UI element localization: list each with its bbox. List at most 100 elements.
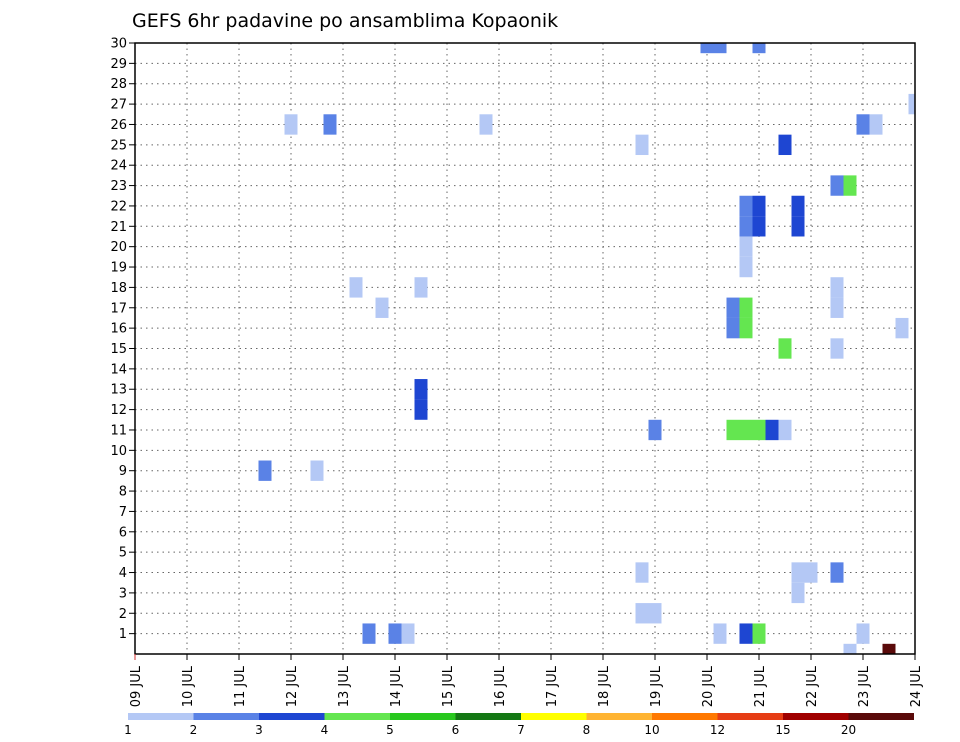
x-tick-label: 09 JUL <box>129 665 144 707</box>
y-tick-label: 24 <box>110 159 127 174</box>
y-tick-label: 14 <box>110 362 127 377</box>
x-tick-label: 11 JUL <box>233 665 248 707</box>
precip-cell <box>713 43 727 54</box>
precip-cell <box>843 643 857 654</box>
precip-cell <box>414 399 428 420</box>
legend-swatch <box>193 713 259 720</box>
y-tick-label: 20 <box>110 240 127 255</box>
grid-layer <box>135 43 915 654</box>
legend-label: 12 <box>710 723 725 737</box>
legend-swatch <box>521 713 587 720</box>
legend-label: 5 <box>386 723 394 737</box>
precip-cell <box>739 195 753 217</box>
precip-cell <box>258 460 272 481</box>
precip-cell <box>388 623 402 644</box>
precip-cell <box>323 114 337 135</box>
legend-swatch <box>586 713 652 720</box>
legend-label: 4 <box>321 723 329 737</box>
precip-cell <box>739 623 753 644</box>
x-tick-label: 18 JUL <box>597 665 612 707</box>
legend-swatch <box>390 713 456 720</box>
legend-swatch <box>848 713 914 720</box>
precip-cell <box>349 277 363 298</box>
precip-cell <box>479 114 493 135</box>
x-tick-label: 22 JUL <box>805 665 820 707</box>
precip-cell <box>648 603 662 624</box>
y-tick-label: 29 <box>110 57 127 72</box>
x-tick-label: 15 JUL <box>441 665 456 707</box>
legend-label: 10 <box>644 723 659 737</box>
precip-cell <box>726 419 740 441</box>
precip-cell <box>739 216 753 237</box>
y-tick-label: 12 <box>110 403 127 418</box>
precip-cell <box>856 623 870 644</box>
precip-cell <box>908 93 915 115</box>
legend-label: 7 <box>517 723 525 737</box>
x-tick-label: 21 JUL <box>753 665 768 707</box>
precip-cell <box>726 297 740 318</box>
y-tick-label: 9 <box>119 464 127 479</box>
legend-swatch <box>128 713 194 720</box>
precip-cell <box>700 43 714 54</box>
y-tick-label: 11 <box>110 423 127 438</box>
precip-cell <box>791 582 805 604</box>
precip-cell <box>752 419 766 441</box>
x-tick-label: 10 JUL <box>181 665 196 707</box>
x-tick-label: 19 JUL <box>649 665 664 707</box>
precip-cell <box>739 256 753 278</box>
y-tick-label: 25 <box>110 138 127 153</box>
precip-cell <box>401 623 415 644</box>
precip-cell <box>375 297 389 318</box>
y-tick-label: 19 <box>110 261 127 276</box>
y-tick-label: 23 <box>110 179 127 194</box>
precip-cell <box>635 134 649 156</box>
legend-label: 6 <box>452 723 460 737</box>
legend-label: 20 <box>841 723 856 737</box>
y-tick-label: 30 <box>110 37 127 52</box>
y-tick-label: 27 <box>110 98 127 113</box>
precip-cell <box>739 317 753 339</box>
precip-cell <box>739 236 753 257</box>
y-tick-label: 3 <box>119 586 127 601</box>
cells-layer <box>258 43 915 654</box>
precip-cell <box>414 277 428 298</box>
precip-cell <box>635 562 649 583</box>
x-tick-label: 12 JUL <box>285 665 300 707</box>
precip-cell <box>752 623 766 644</box>
legend-swatch <box>259 713 325 720</box>
precip-cell <box>752 43 766 54</box>
y-tick-label: 15 <box>110 342 127 357</box>
y-tick-label: 1 <box>119 627 127 642</box>
y-tick-label: 26 <box>110 118 127 133</box>
precip-cell <box>830 338 844 359</box>
precip-cell <box>648 419 662 441</box>
y-tick-label: 10 <box>110 444 127 459</box>
precip-cell <box>778 419 792 441</box>
y-tick-label: 18 <box>110 281 127 296</box>
x-tick-label: 20 JUL <box>701 665 716 707</box>
precip-cell <box>830 297 844 318</box>
x-tick-label: 13 JUL <box>337 665 352 707</box>
precip-cell <box>830 277 844 298</box>
precip-cell <box>791 562 805 583</box>
y-tick-label: 8 <box>119 485 127 500</box>
precip-cell <box>778 338 792 359</box>
y-tick-label: 2 <box>119 607 127 622</box>
precip-cell <box>739 297 753 318</box>
legend-label: 15 <box>775 723 790 737</box>
precip-cell <box>310 460 324 481</box>
precip-cell <box>791 216 805 237</box>
precip-cell <box>752 195 766 217</box>
y-tick-label: 22 <box>110 199 127 214</box>
legend-swatch <box>324 713 390 720</box>
precip-cell <box>726 317 740 339</box>
legend-layer: 1 2 3 4 5 6 7 8 10 12 15 20 <box>124 713 914 737</box>
precip-cell <box>843 175 857 196</box>
y-tick-label: 7 <box>119 505 127 520</box>
precip-cell <box>791 195 805 217</box>
y-tick-label: 4 <box>119 566 127 581</box>
precip-cell <box>869 114 883 135</box>
legend-swatch <box>783 713 849 720</box>
